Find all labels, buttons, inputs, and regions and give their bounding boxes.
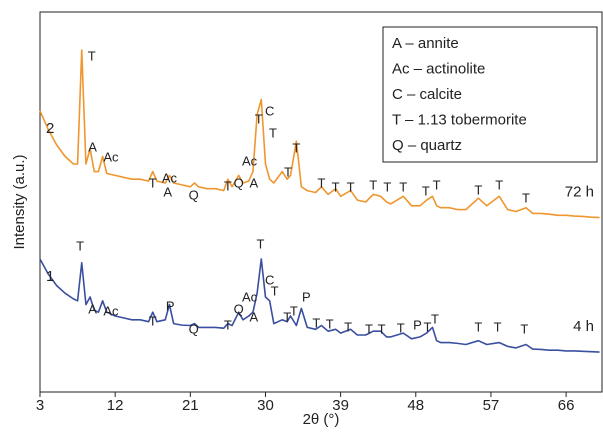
peak-label: T <box>522 190 530 205</box>
peak-label: T <box>431 312 439 327</box>
peak-label: T <box>312 315 320 330</box>
x-tick-label: 12 <box>107 397 124 414</box>
plot-frame <box>39 11 603 393</box>
peak-label: P <box>166 298 175 313</box>
peak-label: T <box>433 177 441 192</box>
x-tick-label: 21 <box>182 397 199 414</box>
peak-label: A <box>249 309 258 324</box>
x-axis-label: 2θ (°) <box>303 411 340 428</box>
peak-label: A <box>88 139 97 154</box>
x-tick-label: 48 <box>407 397 424 414</box>
peak-label: T <box>383 179 391 194</box>
key-box <box>382 26 598 163</box>
peak-label: T <box>347 179 355 194</box>
peak-label: Ac <box>242 154 258 169</box>
peak-label: T <box>474 320 482 335</box>
peak-label: Ac <box>162 171 178 186</box>
peak-label: T <box>344 320 352 335</box>
series-time: 72 h <box>565 184 594 201</box>
pattern-line <box>39 49 600 219</box>
peak-label: T <box>149 314 157 329</box>
peak-label: T <box>365 321 373 336</box>
peak-label: T <box>269 125 277 140</box>
peak-label: A <box>163 184 172 199</box>
key-entry: C – calcite <box>392 86 462 103</box>
peak-label: Q <box>234 176 244 191</box>
x-tick-label: 39 <box>332 397 349 414</box>
x-tick-label: 57 <box>483 397 500 414</box>
pattern-line <box>39 258 600 353</box>
peak-label: T <box>224 179 232 194</box>
series-time: 4 h <box>573 318 594 335</box>
peak-label: T <box>369 177 377 192</box>
peak-label: T <box>494 320 502 335</box>
peak-label: T <box>326 317 334 332</box>
peak-label: Ac <box>242 290 258 305</box>
peak-label: T <box>290 303 298 318</box>
peak-label: P <box>302 290 311 305</box>
peak-label: T <box>283 309 291 324</box>
peak-label: A <box>249 176 258 191</box>
peak-label: T <box>76 238 84 253</box>
peak-label: Q <box>189 187 199 202</box>
peak-label: Q <box>234 301 244 316</box>
peak-label: T <box>255 111 263 126</box>
x-tick-label: 3 <box>36 397 44 414</box>
key-entry: T – 1.13 tobermorite <box>392 111 527 128</box>
peak-label: T <box>284 165 292 180</box>
peak-label: T <box>317 176 325 191</box>
peak-label: T <box>332 179 340 194</box>
peak-label: T <box>495 177 503 192</box>
peak-label: T <box>397 320 405 335</box>
peak-label: T <box>271 283 279 298</box>
key-entry: A – annite <box>392 35 459 52</box>
peak-label: A <box>88 301 97 316</box>
peak-label: T <box>378 321 386 336</box>
peak-label: T <box>474 182 482 197</box>
peak-label: T <box>292 141 300 156</box>
peak-label: P <box>413 317 422 332</box>
peak-label: T <box>399 179 407 194</box>
series-label: 2 <box>46 120 54 137</box>
peak-label: T <box>423 320 431 335</box>
key-entry: Ac – actinolite <box>392 60 485 77</box>
peak-label: Q <box>189 321 199 336</box>
y-axis-label: Intensity (a.u.) <box>11 154 28 249</box>
peak-label: T <box>149 176 157 191</box>
peak-label: Ac <box>103 303 119 318</box>
x-tick-label: 30 <box>257 397 274 414</box>
peak-label: T <box>520 321 528 336</box>
series-label: 1 <box>46 268 54 285</box>
peak-label: Ac <box>103 149 119 164</box>
x-tick-label: 66 <box>558 397 575 414</box>
peak-label: T <box>256 236 264 251</box>
peak-label: C <box>265 103 274 118</box>
peak-label: T <box>88 48 96 63</box>
peak-label: T <box>422 184 430 199</box>
key-entry: Q – quartz <box>392 137 462 154</box>
peak-label: C <box>265 272 274 287</box>
peak-label: T <box>224 317 232 332</box>
